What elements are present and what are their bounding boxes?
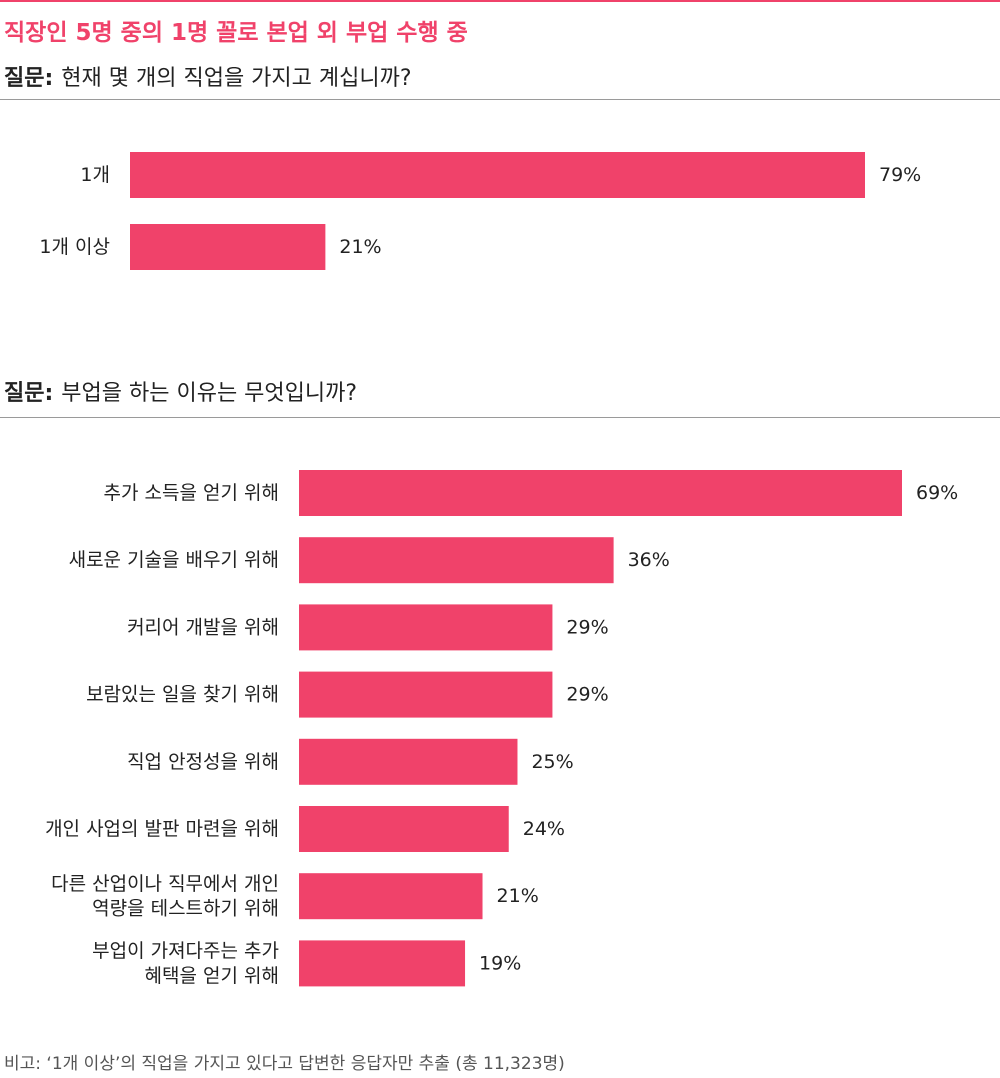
category-label: 다른 산업이나 직무에서 개인 역량을 테스트하기 위해 — [51, 873, 279, 920]
category-label: 직업 안정성을 위해 — [127, 751, 279, 773]
value-label: 21% — [497, 885, 539, 907]
bar — [299, 604, 553, 651]
category-label: 커리어 개발을 위해 — [127, 616, 279, 638]
value-label: 79% — [879, 164, 921, 186]
category-label: 추가 소득을 얻기 위해 — [104, 482, 279, 504]
value-label: 24% — [523, 818, 565, 840]
question-2-rule — [0, 417, 1000, 418]
bar — [130, 224, 326, 270]
question-2: 질문: 부업을 하는 이유는 무엇입니까? — [4, 375, 357, 407]
question-2-text: 부업을 하는 이유는 무엇입니까? — [61, 381, 358, 406]
bar — [299, 738, 518, 785]
footnote: 비고: ‘1개 이상’의 직업을 가지고 있다고 답변한 응답자만 추출 (총 … — [4, 1054, 565, 1074]
bar — [299, 671, 553, 718]
category-label: 1개 — [80, 164, 110, 186]
value-label: 29% — [566, 616, 608, 638]
top-accent-rule — [0, 0, 1000, 2]
bar — [130, 152, 865, 198]
bar — [299, 806, 509, 852]
value-label: 36% — [628, 549, 670, 571]
value-label: 25% — [531, 751, 573, 773]
side-job-reasons-bar-chart: 추가 소득을 얻기 위해 69% 새로운 기술을 배우기 위해 36% 커리어 개발을 … — [45, 470, 958, 987]
value-label: 29% — [566, 684, 608, 706]
category-label: 새로운 기술을 배우기 위해 — [69, 549, 279, 571]
category-label: 개인 사업의 발판 마련을 위해 — [45, 818, 279, 840]
bar — [299, 940, 466, 987]
category-label: 1개 이상 — [39, 236, 110, 258]
bar — [299, 537, 614, 584]
bar — [299, 873, 483, 920]
category-label: 부업이 가져다주는 추가 혜택을 얻기 위해 — [92, 940, 279, 987]
category-label: 보람있는 일을 찾기 위해 — [86, 684, 279, 706]
job-count-bar-chart: 1개 79% 1개 이상 21% — [39, 152, 921, 270]
value-label: 19% — [479, 952, 521, 974]
question-1-prefix: 질문: — [4, 66, 54, 91]
question-1-rule — [0, 99, 1000, 100]
question-1-text: 현재 몇 개의 직업을 가지고 계십니까? — [61, 66, 412, 91]
value-label: 69% — [916, 482, 958, 504]
bar — [299, 470, 902, 516]
page-title: 직장인 5명 중의 1명 꼴로 본업 외 부업 수행 중 — [4, 20, 468, 46]
value-label: 21% — [339, 236, 381, 258]
question-2-prefix: 질문: — [4, 381, 54, 406]
question-1: 질문: 현재 몇 개의 직업을 가지고 계십니까? — [4, 60, 412, 92]
